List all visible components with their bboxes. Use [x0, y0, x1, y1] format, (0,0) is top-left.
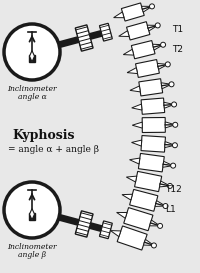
- Polygon shape: [122, 194, 132, 200]
- Polygon shape: [75, 211, 93, 237]
- Circle shape: [172, 143, 177, 148]
- Circle shape: [167, 183, 172, 188]
- Polygon shape: [141, 98, 165, 114]
- Polygon shape: [99, 23, 112, 41]
- Polygon shape: [117, 226, 147, 250]
- Polygon shape: [155, 201, 166, 206]
- Polygon shape: [127, 22, 150, 40]
- Text: T2: T2: [172, 46, 183, 55]
- Polygon shape: [136, 60, 159, 78]
- Circle shape: [149, 4, 154, 9]
- Text: T1: T1: [172, 25, 183, 34]
- Circle shape: [169, 82, 174, 87]
- Polygon shape: [132, 122, 142, 128]
- Text: Kyphosis: Kyphosis: [12, 129, 75, 141]
- Text: angle β: angle β: [18, 251, 46, 259]
- Polygon shape: [161, 83, 172, 89]
- Polygon shape: [99, 221, 112, 239]
- Polygon shape: [121, 3, 144, 21]
- Polygon shape: [110, 231, 121, 237]
- Polygon shape: [130, 189, 158, 211]
- Polygon shape: [30, 209, 35, 220]
- Polygon shape: [124, 207, 153, 231]
- Circle shape: [171, 163, 176, 168]
- Polygon shape: [141, 136, 165, 152]
- Circle shape: [172, 102, 177, 107]
- Polygon shape: [117, 212, 127, 218]
- Polygon shape: [150, 220, 160, 226]
- Polygon shape: [132, 104, 142, 110]
- Polygon shape: [163, 161, 173, 167]
- Bar: [29, 55, 35, 62]
- Circle shape: [4, 24, 60, 80]
- Bar: [29, 213, 35, 220]
- Polygon shape: [142, 6, 152, 12]
- Circle shape: [163, 204, 168, 209]
- Circle shape: [4, 182, 60, 238]
- Polygon shape: [153, 44, 163, 50]
- Polygon shape: [165, 142, 175, 148]
- Text: L1: L1: [165, 206, 176, 215]
- Polygon shape: [30, 51, 35, 62]
- Circle shape: [151, 243, 156, 248]
- Text: Inclinometer: Inclinometer: [7, 85, 57, 93]
- Circle shape: [173, 122, 178, 127]
- Circle shape: [155, 23, 160, 28]
- Polygon shape: [147, 25, 158, 31]
- Text: T12: T12: [165, 185, 182, 194]
- Polygon shape: [139, 79, 163, 96]
- Polygon shape: [135, 171, 162, 192]
- Text: Inclinometer: Inclinometer: [7, 243, 57, 251]
- Polygon shape: [157, 63, 168, 69]
- Polygon shape: [164, 102, 174, 108]
- Polygon shape: [165, 122, 175, 128]
- Polygon shape: [130, 86, 140, 92]
- Polygon shape: [127, 68, 138, 74]
- Circle shape: [161, 42, 166, 47]
- Polygon shape: [123, 49, 134, 55]
- Polygon shape: [142, 117, 165, 132]
- Polygon shape: [130, 158, 140, 164]
- Polygon shape: [138, 153, 164, 172]
- Polygon shape: [126, 176, 137, 182]
- Polygon shape: [131, 41, 155, 59]
- Polygon shape: [160, 181, 170, 187]
- Text: angle α: angle α: [18, 93, 46, 101]
- Polygon shape: [75, 25, 93, 51]
- Circle shape: [158, 223, 163, 229]
- Polygon shape: [132, 140, 142, 146]
- Circle shape: [165, 62, 170, 67]
- Polygon shape: [143, 239, 154, 245]
- Polygon shape: [119, 31, 129, 37]
- Text: = angle α + angle β: = angle α + angle β: [8, 146, 99, 155]
- Polygon shape: [114, 12, 124, 18]
